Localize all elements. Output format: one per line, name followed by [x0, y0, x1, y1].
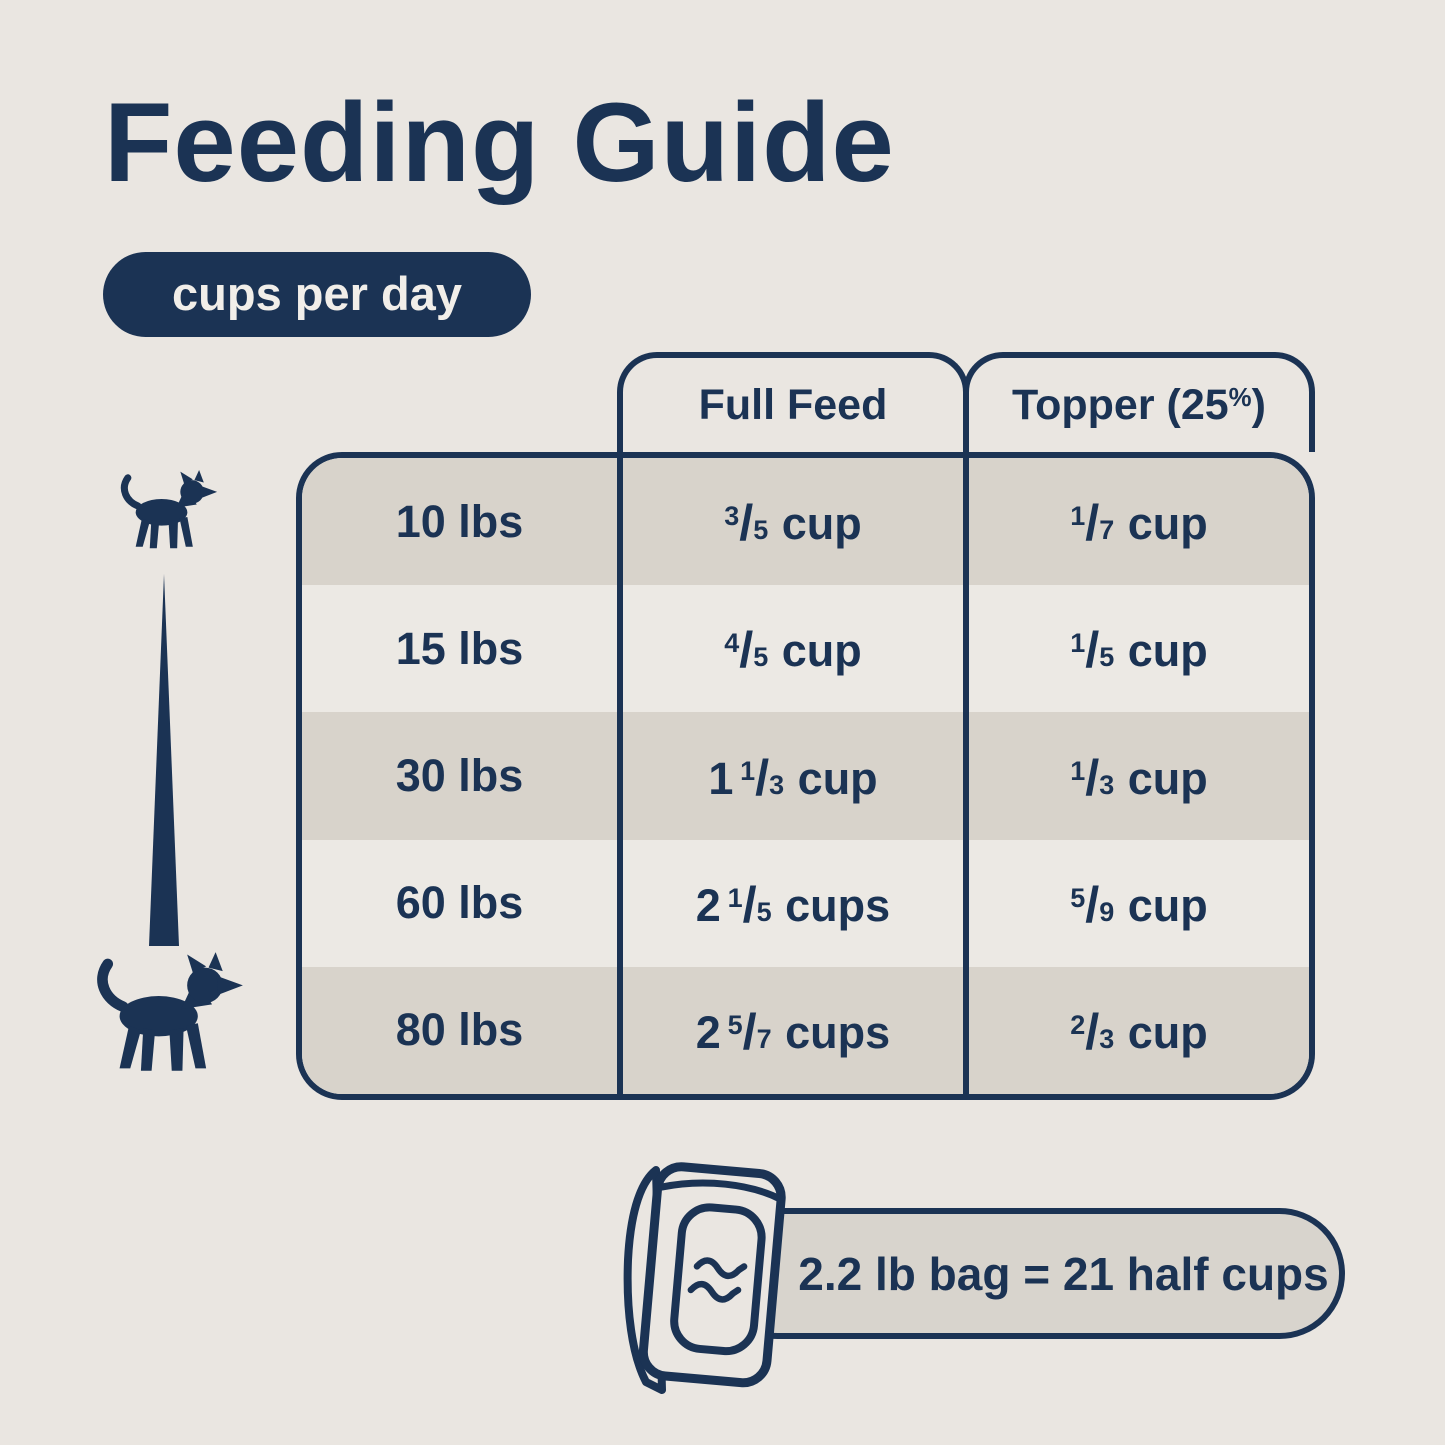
column-header-topper: Topper (25%) — [963, 352, 1315, 452]
topper-cell: 1/5 cup — [963, 585, 1309, 713]
feeding-table: 10 lbs 3/5 cup 1/7 cup 15 lbs 4/5 cup 1/5 cu… — [296, 452, 1315, 1100]
full-feed-cell: 2 5/7 cups — [617, 966, 963, 1094]
table-row: 15 lbs 4/5 cup 1/5 cup — [302, 585, 1309, 713]
column-header-full-feed: Full Feed — [617, 352, 969, 452]
small-dog-icon — [112, 470, 222, 553]
page-title: Feeding Guide — [104, 80, 895, 205]
dog-food-bag-icon — [623, 1162, 786, 1394]
topper-cell: 1/3 cup — [963, 712, 1309, 840]
table-row: 80 lbs 2 5/7 cups 2/3 cup — [302, 966, 1309, 1094]
size-taper-line — [149, 574, 179, 946]
full-feed-cell: 4/5 cup — [617, 585, 963, 713]
bag-equivalence-pill: 2.2 lb bag = 21 half cups — [712, 1208, 1345, 1339]
weight-cell: 10 lbs — [395, 495, 524, 547]
topper-label: Topper (25%) — [1012, 380, 1266, 429]
full-feed-cell: 2 1/5 cups — [617, 839, 963, 967]
topper-cell: 1/7 cup — [963, 458, 1309, 586]
table-row: 10 lbs 3/5 cup 1/7 cup — [302, 458, 1309, 586]
topper-cell: 2/3 cup — [963, 966, 1309, 1094]
table-row: 60 lbs 2 1/5 cups 5/9 cup — [302, 839, 1309, 967]
weight-cell: 30 lbs — [395, 750, 524, 801]
weight-cell: 80 lbs — [395, 1004, 524, 1056]
weight-cell: 15 lbs — [395, 622, 524, 674]
cups-per-day-badge: cups per day — [103, 252, 531, 337]
full-feed-label: Full Feed — [698, 380, 888, 429]
bag-equivalence-text: 2.2 lb bag = 21 half cups — [798, 1247, 1329, 1300]
cups-per-day-label: cups per day — [172, 266, 462, 320]
weight-cell: 60 lbs — [395, 877, 524, 929]
large-dog-icon — [84, 952, 250, 1078]
full-feed-cell: 3/5 cup — [617, 458, 963, 586]
table-row: 30 lbs 1 1/3 cup 1/3 cup — [302, 712, 1309, 840]
full-feed-cell: 1 1/3 cup — [617, 712, 963, 840]
topper-cell: 5/9 cup — [963, 839, 1309, 967]
